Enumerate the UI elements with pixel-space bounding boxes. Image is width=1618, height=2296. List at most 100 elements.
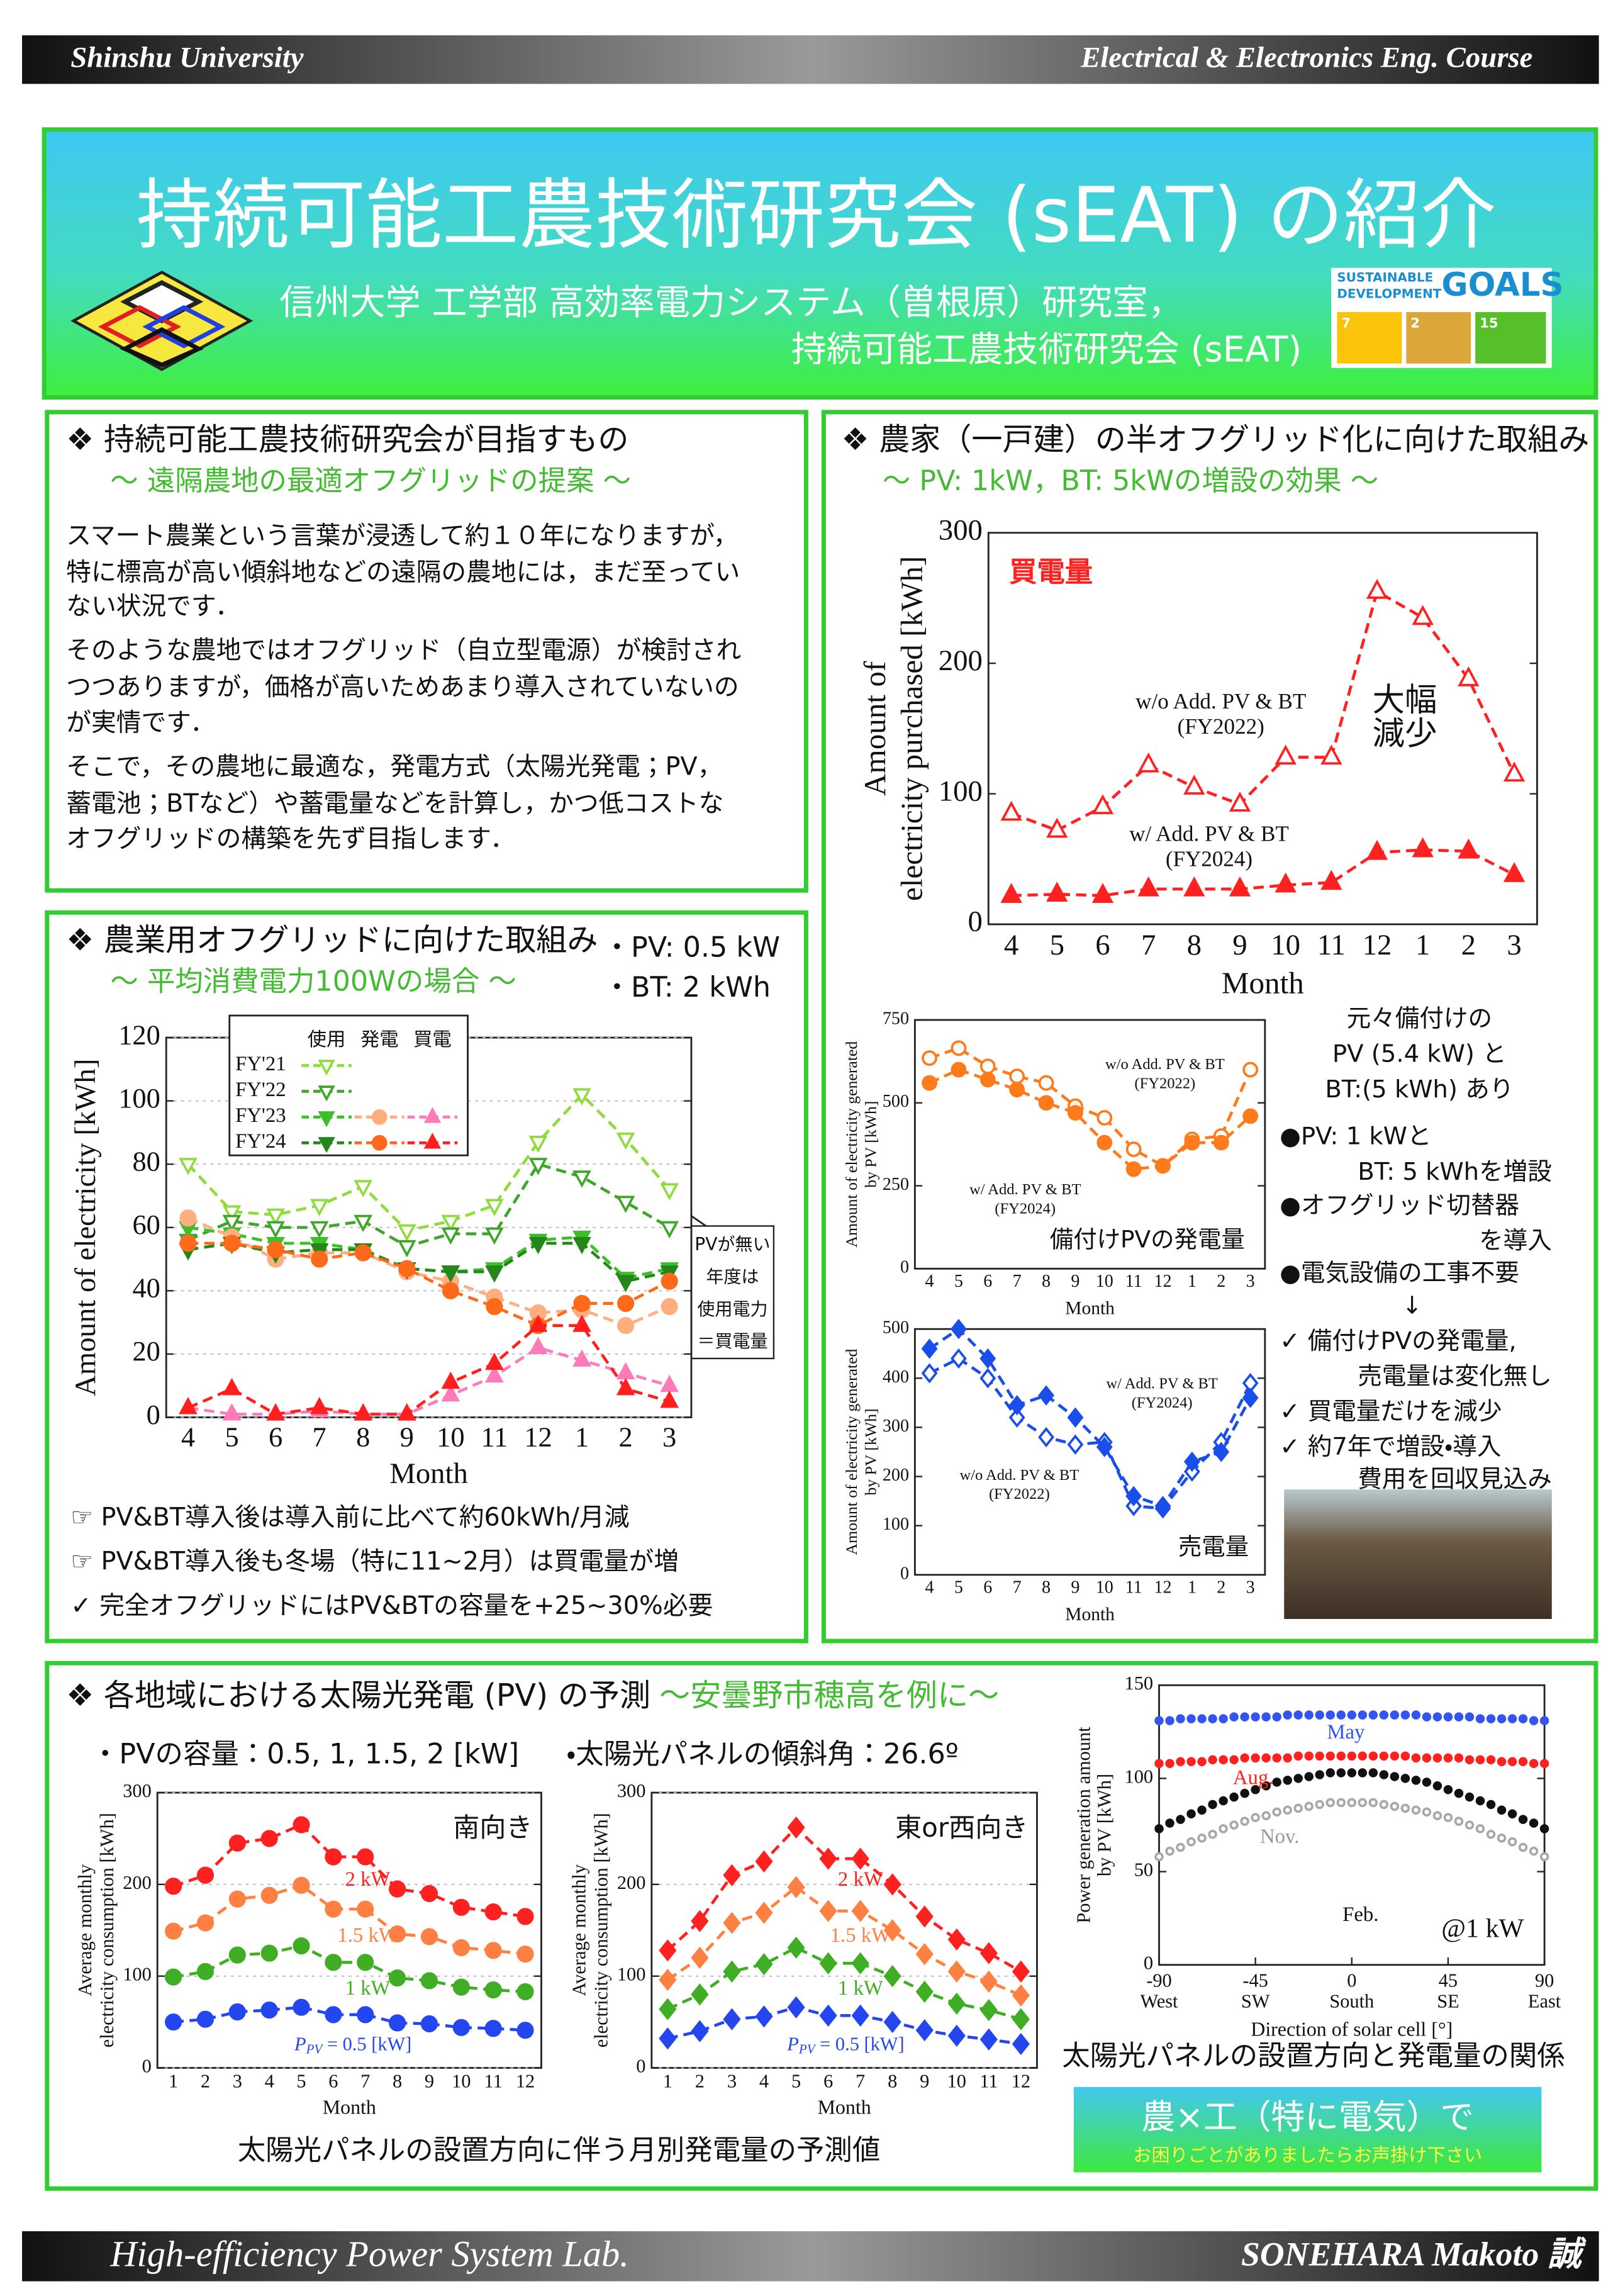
marker: [883, 1873, 901, 1896]
title: 持続可能工農技術研究会 (sEAT) の紹介: [137, 171, 1497, 260]
marker: [165, 1878, 182, 1895]
marker: [1358, 1751, 1368, 1761]
marker: [1176, 1815, 1185, 1824]
legend-marker: [423, 1107, 442, 1123]
marker: [1137, 876, 1159, 897]
marker: [1497, 1833, 1507, 1843]
chart-label: @1 kW: [1441, 1914, 1524, 1944]
marker: [1186, 1809, 1196, 1818]
marker: [660, 1183, 679, 1201]
marker: [1183, 1451, 1200, 1472]
y-tick-label: 200: [617, 1872, 646, 1893]
marker: [1046, 817, 1068, 838]
x-tick-label: 3: [1246, 1272, 1255, 1291]
marker: [1465, 1755, 1475, 1765]
marker: [951, 1040, 967, 1056]
marker: [915, 2019, 934, 2042]
marker: [617, 1317, 635, 1335]
marker: [1096, 1134, 1113, 1151]
marker: [883, 1965, 901, 1988]
marker: [452, 2019, 470, 2036]
marker: [1183, 775, 1205, 795]
marker: [1412, 605, 1434, 625]
section-subheading: ～ 遠隔農地の最適オフグリッドの提案 ～: [110, 465, 631, 497]
marker: [293, 1816, 310, 1834]
x-tick-label: 8: [1042, 1272, 1051, 1291]
marker: [310, 1221, 329, 1239]
marker: [1165, 1818, 1174, 1828]
x-axis-label: Month: [323, 2096, 376, 2118]
marker: [1046, 882, 1068, 902]
marker: [921, 1338, 938, 1359]
marker: [1443, 1784, 1453, 1795]
x-tick-label: 10: [437, 1421, 464, 1452]
marker: [1240, 1753, 1249, 1763]
x-tick-label: 12: [1154, 1578, 1172, 1598]
x-tick-label: 8: [356, 1421, 370, 1452]
marker: [1518, 1714, 1528, 1723]
marker: [1125, 1486, 1142, 1506]
marker: [1229, 1820, 1239, 1830]
marker: [1529, 1818, 1539, 1828]
y-axis-label: Amount of electricity generated: [842, 1041, 861, 1248]
x-tick-label: 4: [925, 1578, 934, 1598]
marker: [573, 1294, 591, 1313]
marker: [661, 1272, 678, 1290]
photo: [1284, 1489, 1552, 1620]
note: ☞ PV&BT導入後も冬場（特に11~2月）は買電量が増: [70, 1547, 679, 1576]
marker: [1229, 1755, 1239, 1765]
marker: [851, 1847, 869, 1870]
contact-text: 農×工（特に電気）で: [1141, 2097, 1474, 2137]
marker: [1529, 1846, 1539, 1856]
y-tick-label: 200: [123, 1872, 152, 1893]
marker: [1454, 1788, 1464, 1798]
marker: [1275, 872, 1297, 893]
marker: [260, 2002, 278, 2019]
marker: [516, 1946, 534, 1963]
marker: [1261, 1811, 1271, 1820]
marker: [1186, 1837, 1196, 1847]
heading-text: ❖ 各地域における太陽光発電 (PV) の予測: [66, 1676, 650, 1713]
marker: [1422, 1753, 1432, 1763]
marker: [1390, 1751, 1400, 1761]
sdg-number: 7: [1341, 315, 1351, 331]
x-tick-label: 6: [269, 1421, 282, 1452]
marker: [1458, 666, 1480, 686]
y-axis-label: electricity consumption [kWh]: [96, 1813, 118, 2047]
marker: [1137, 752, 1159, 773]
marker: [1219, 1755, 1228, 1765]
y-tick-label: 0: [147, 1399, 160, 1430]
marker: [354, 1214, 373, 1233]
marker: [486, 1297, 503, 1316]
marker: [1012, 1960, 1030, 1983]
sdg-number: 15: [1480, 315, 1498, 331]
marker: [787, 1936, 805, 1959]
chart-label: 東or西向き: [895, 1812, 1028, 1843]
marker: [1539, 1716, 1549, 1725]
marker: [528, 1236, 548, 1255]
x-tick-label: 3: [1507, 929, 1521, 961]
marker: [1539, 1759, 1549, 1768]
marker: [1320, 870, 1342, 890]
y-axis-label: electricity consumption [kWh]: [591, 1813, 612, 2047]
marker: [1347, 1710, 1357, 1720]
marker: [1251, 1813, 1260, 1822]
y-tick-label: 0: [636, 2055, 645, 2076]
marker: [1379, 1770, 1389, 1779]
marker: [1325, 1798, 1336, 1808]
marker: [260, 1886, 278, 1904]
marker: [196, 2010, 215, 2028]
marker: [1465, 1712, 1475, 1722]
marker: [165, 1968, 182, 1986]
x-tick-name: South: [1329, 1990, 1374, 2012]
y-tick-label: 200: [939, 644, 983, 677]
marker: [1272, 1712, 1281, 1722]
marker: [1422, 1712, 1432, 1722]
chart-label: 使用電力: [697, 1299, 767, 1319]
x-tick-label: 7: [1141, 929, 1156, 961]
legend-label: FY'22: [235, 1078, 286, 1101]
plot-frame: [156, 1791, 542, 2069]
marker: [979, 1072, 996, 1088]
marker: [851, 1952, 869, 1974]
